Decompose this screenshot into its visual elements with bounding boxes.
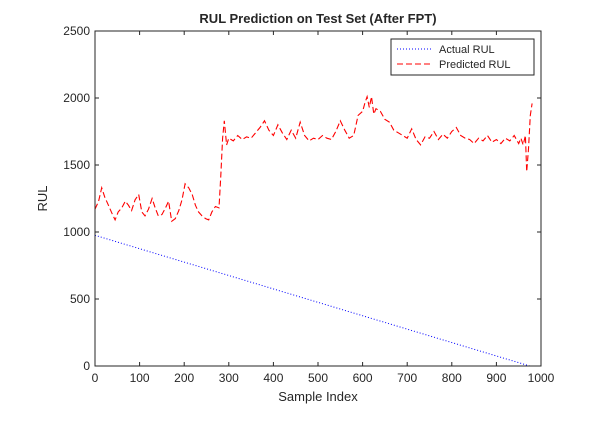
series-layer — [94, 94, 533, 367]
x-tick-label: 500 — [308, 371, 328, 385]
y-tick-label: 1000 — [63, 225, 90, 239]
y-tick-label: 0 — [83, 359, 90, 373]
series-line-actual-rul — [94, 234, 530, 367]
plot-area — [95, 31, 541, 366]
chart-title: RUL Prediction on Test Set (After FPT) — [199, 11, 436, 26]
x-axis-ticks: 0 100 200 300 400 500 600 700 800 900 1000 — [92, 31, 555, 385]
y-axis-label: RUL — [35, 185, 50, 211]
x-axis-label: Sample Index — [278, 389, 358, 404]
x-tick-label: 100 — [130, 371, 150, 385]
y-tick-label: 500 — [70, 292, 90, 306]
x-tick-label: 200 — [174, 371, 194, 385]
x-tick-label: 300 — [219, 371, 239, 385]
legend-box — [390, 38, 535, 76]
y-tick-label: 2000 — [63, 91, 90, 105]
x-tick-label: 700 — [397, 371, 417, 385]
x-tick-label: 800 — [442, 371, 462, 385]
legend: Actual RUL Predicted RUL — [390, 38, 535, 76]
x-tick-label: 0 — [92, 371, 99, 385]
x-tick-label: 1000 — [528, 371, 555, 385]
legend-label-predicted-rul: Predicted RUL — [439, 59, 511, 71]
series-line-predicted-rul — [94, 94, 533, 223]
legend-label-actual-rul: Actual RUL — [439, 44, 495, 56]
y-axis-ticks: 0 500 1000 1500 2000 2500 — [63, 24, 541, 373]
x-tick-label: 600 — [353, 371, 373, 385]
y-tick-label: 2500 — [63, 24, 90, 38]
x-tick-label: 900 — [486, 371, 506, 385]
y-tick-label: 1500 — [63, 158, 90, 172]
x-tick-label: 400 — [263, 371, 283, 385]
